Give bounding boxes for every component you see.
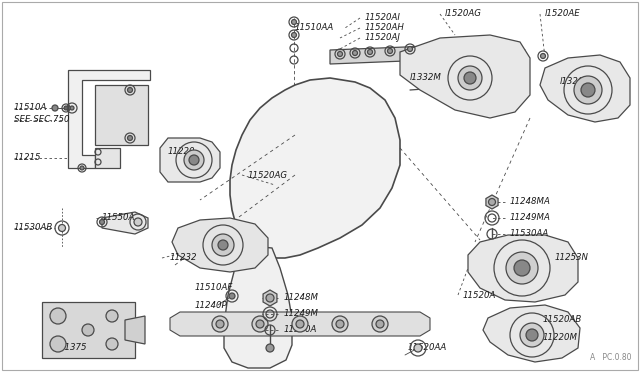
Circle shape xyxy=(82,324,94,336)
Circle shape xyxy=(189,155,199,165)
Circle shape xyxy=(353,51,358,55)
Text: 11520AJ: 11520AJ xyxy=(365,33,401,42)
Text: 11510A: 11510A xyxy=(14,103,47,112)
Text: 11240P: 11240P xyxy=(195,301,228,311)
Circle shape xyxy=(291,32,296,38)
Circle shape xyxy=(541,54,545,58)
Text: 11510AA: 11510AA xyxy=(295,23,334,32)
Circle shape xyxy=(58,224,65,231)
Circle shape xyxy=(127,135,132,141)
Circle shape xyxy=(106,310,118,322)
Text: 11232: 11232 xyxy=(170,253,198,263)
Text: 11550A: 11550A xyxy=(102,214,136,222)
Polygon shape xyxy=(95,85,148,145)
Circle shape xyxy=(216,320,224,328)
Circle shape xyxy=(372,316,388,332)
Circle shape xyxy=(127,87,132,93)
Circle shape xyxy=(184,150,204,170)
Circle shape xyxy=(526,329,538,341)
Polygon shape xyxy=(486,195,498,209)
Circle shape xyxy=(212,316,228,332)
Circle shape xyxy=(458,66,482,90)
Text: 11375: 11375 xyxy=(60,343,88,353)
Text: 11530AB: 11530AB xyxy=(14,224,53,232)
Polygon shape xyxy=(483,305,580,362)
Circle shape xyxy=(520,323,544,347)
Circle shape xyxy=(229,293,235,299)
Text: 11520A: 11520A xyxy=(463,291,497,299)
Circle shape xyxy=(266,344,274,352)
Circle shape xyxy=(50,336,66,352)
Polygon shape xyxy=(172,218,268,272)
Polygon shape xyxy=(102,212,148,234)
Text: A   PC.0.80: A PC.0.80 xyxy=(591,353,632,362)
Circle shape xyxy=(581,83,595,97)
Circle shape xyxy=(134,218,142,226)
Circle shape xyxy=(256,320,264,328)
Circle shape xyxy=(296,320,304,328)
Circle shape xyxy=(488,199,495,205)
Polygon shape xyxy=(400,35,530,118)
Circle shape xyxy=(464,72,476,84)
Circle shape xyxy=(367,49,372,55)
Circle shape xyxy=(332,316,348,332)
Polygon shape xyxy=(125,316,145,344)
Circle shape xyxy=(70,106,74,110)
Circle shape xyxy=(292,316,308,332)
Text: l1520AE: l1520AE xyxy=(545,10,580,19)
Circle shape xyxy=(80,166,84,170)
Circle shape xyxy=(337,51,342,57)
Circle shape xyxy=(212,234,234,256)
Polygon shape xyxy=(42,302,135,358)
Circle shape xyxy=(50,308,66,324)
Circle shape xyxy=(218,240,228,250)
Polygon shape xyxy=(230,78,400,258)
Polygon shape xyxy=(170,312,430,336)
Text: 11520AA: 11520AA xyxy=(408,343,447,353)
Circle shape xyxy=(506,252,538,284)
Text: l1520AG: l1520AG xyxy=(445,10,482,19)
Polygon shape xyxy=(160,138,220,182)
Text: SEE SEC.750: SEE SEC.750 xyxy=(14,115,70,125)
Text: 11520AI: 11520AI xyxy=(365,13,401,22)
Polygon shape xyxy=(263,290,277,306)
Text: 11249MA: 11249MA xyxy=(510,214,551,222)
Text: 11248M: 11248M xyxy=(284,294,319,302)
Circle shape xyxy=(514,260,530,276)
Polygon shape xyxy=(540,55,630,122)
Circle shape xyxy=(266,294,274,302)
Circle shape xyxy=(291,19,296,25)
Text: 11530A: 11530A xyxy=(284,326,317,334)
Circle shape xyxy=(574,76,602,104)
Circle shape xyxy=(99,219,104,224)
Text: 11520AH: 11520AH xyxy=(365,23,405,32)
Circle shape xyxy=(376,320,384,328)
Polygon shape xyxy=(224,245,292,368)
Text: 11220: 11220 xyxy=(168,148,195,157)
Text: 11510AF: 11510AF xyxy=(195,283,234,292)
Polygon shape xyxy=(330,46,430,64)
Polygon shape xyxy=(68,70,150,168)
Circle shape xyxy=(106,338,118,350)
Circle shape xyxy=(414,344,422,352)
Circle shape xyxy=(64,106,68,110)
Text: 11520AG: 11520AG xyxy=(248,170,288,180)
Circle shape xyxy=(252,316,268,332)
Circle shape xyxy=(408,46,413,51)
Text: 11253N: 11253N xyxy=(555,253,589,263)
Polygon shape xyxy=(468,235,578,302)
Circle shape xyxy=(52,105,58,111)
Text: 11530AA: 11530AA xyxy=(510,230,549,238)
Circle shape xyxy=(387,48,392,54)
Text: 11520AB: 11520AB xyxy=(543,315,582,324)
Polygon shape xyxy=(95,148,120,168)
Text: 11248MA: 11248MA xyxy=(510,198,551,206)
Text: l1320: l1320 xyxy=(560,77,584,87)
Circle shape xyxy=(336,320,344,328)
Text: l1332M: l1332M xyxy=(410,74,442,83)
Text: 11215: 11215 xyxy=(14,154,42,163)
Text: 11220M: 11220M xyxy=(543,334,578,343)
Text: 11249M: 11249M xyxy=(284,310,319,318)
